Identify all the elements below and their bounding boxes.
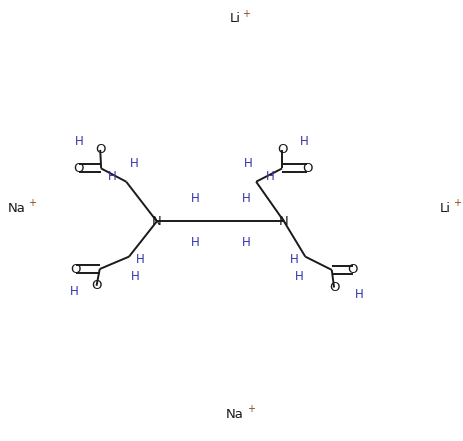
Text: +: + [27, 198, 36, 208]
Text: +: + [246, 404, 254, 414]
Text: H: H [108, 170, 116, 183]
Text: H: H [354, 288, 363, 301]
Text: H: H [190, 192, 199, 205]
Text: H: H [69, 285, 78, 299]
Text: Li: Li [229, 12, 240, 25]
Text: O: O [70, 262, 81, 276]
Text: H: H [131, 269, 139, 283]
Text: O: O [91, 279, 101, 292]
Text: O: O [347, 263, 357, 277]
Text: H: H [243, 157, 251, 170]
Text: Na: Na [225, 408, 243, 421]
Text: O: O [328, 281, 338, 294]
Text: Li: Li [439, 202, 450, 215]
Text: H: H [241, 192, 250, 205]
Text: H: H [294, 269, 302, 283]
Text: O: O [95, 143, 105, 157]
Text: H: H [75, 135, 83, 148]
Text: H: H [190, 236, 199, 249]
Text: O: O [74, 162, 84, 175]
Text: H: H [300, 135, 308, 148]
Text: N: N [278, 215, 288, 228]
Text: H: H [130, 157, 138, 170]
Text: +: + [242, 9, 250, 19]
Text: H: H [241, 236, 250, 249]
Text: N: N [151, 215, 162, 228]
Text: H: H [265, 170, 274, 183]
Text: Na: Na [7, 202, 25, 215]
Text: O: O [276, 143, 287, 157]
Text: O: O [301, 162, 312, 175]
Text: +: + [452, 198, 460, 208]
Text: H: H [289, 253, 298, 266]
Text: H: H [136, 253, 144, 266]
